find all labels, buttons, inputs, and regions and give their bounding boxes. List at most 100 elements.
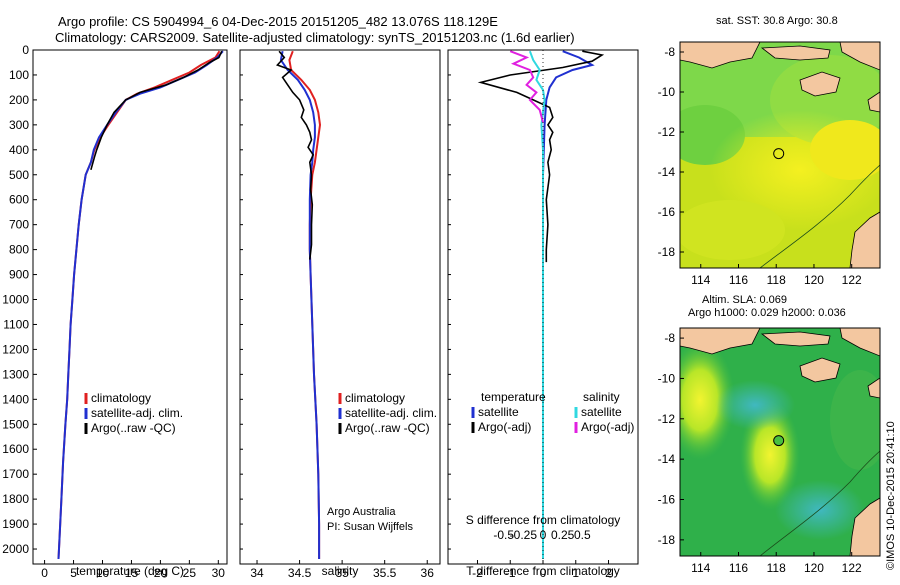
s-tick-label: -0.25 xyxy=(510,528,538,542)
depth-tick-label: 0 xyxy=(22,43,29,57)
argo-position-marker xyxy=(773,148,785,160)
lon-tick-label: 114 xyxy=(691,273,710,287)
t-legend-label: Argo(-adj) xyxy=(478,420,531,434)
lon-tick-label: 122 xyxy=(842,273,862,287)
sla-low-north xyxy=(715,380,795,430)
depth-tick-label: 1700 xyxy=(2,467,29,481)
flores-land-2 xyxy=(839,328,880,357)
s-tick-label: 0.25 xyxy=(551,528,575,542)
x-tick-label: 34.5 xyxy=(288,566,312,580)
sumbawa-land-2 xyxy=(760,331,831,347)
sla-map: 114 116 118 120 122 -8 -10 -12 -14 -16 -18 xyxy=(658,327,881,575)
timor-land-2 xyxy=(867,377,880,399)
x-tick-label: 5 xyxy=(70,566,77,580)
salinity-legend-label: climatology xyxy=(345,391,405,405)
s-difference-label: S difference from climatology xyxy=(466,513,621,527)
x-tick-label: 35 xyxy=(335,566,349,580)
depth-tick-label: 1000 xyxy=(2,293,29,307)
lat-tick-label: -12 xyxy=(658,412,676,426)
temperature-legend-label: satellite-adj. clim. xyxy=(91,406,183,420)
depth-tick-label: 200 xyxy=(9,93,29,107)
lon-tick-label: 118 xyxy=(767,561,786,575)
depth-tick-label: 300 xyxy=(9,118,29,132)
australia-land xyxy=(849,211,880,268)
series-line-t-argo xyxy=(477,50,605,263)
x-tick-label: 25 xyxy=(183,566,197,580)
argo-australia-note: Argo Australia xyxy=(327,506,396,518)
salinity-frame xyxy=(239,49,441,565)
sumbawa-land xyxy=(760,45,831,61)
depth-tick-label: 2000 xyxy=(2,542,29,556)
s-tick-label: -0.5 xyxy=(493,528,514,542)
sla-east-patch xyxy=(830,370,880,470)
lat-tick-label: -16 xyxy=(658,205,676,219)
lon-tick-label: 120 xyxy=(804,273,824,287)
lat-tick-label: -18 xyxy=(658,245,676,259)
depth-tick-label: 700 xyxy=(9,218,29,232)
lon-tick-label: 120 xyxy=(804,561,824,575)
difference-panel: -2 -1 0 1 2T difference from climatology -0.5… xyxy=(447,49,639,580)
sla-map-title-line2: Argo h1000: 0.029 h2000: 0.036 xyxy=(688,307,846,319)
pi-note: PI: Susan Wijffels xyxy=(327,521,413,533)
x-tick-label: 36 xyxy=(421,566,435,580)
argo-position-marker-2 xyxy=(773,435,785,447)
salinity-panel: 34 34.5 35 35.5 36 salinity climatologysatelli… xyxy=(239,49,441,580)
sla-low-south xyxy=(775,480,865,540)
temperature-xlabel: temperature (deg C) xyxy=(76,564,184,578)
sst-south-patch xyxy=(680,200,785,260)
temperature-legend-label: climatology xyxy=(91,391,151,405)
x-tick-label: -1 xyxy=(505,566,516,580)
lat-tick-label: -18 xyxy=(658,533,676,547)
salinity-legend-label: satellite-adj. clim. xyxy=(345,406,437,420)
depth-tick-label: 1500 xyxy=(2,417,29,431)
flores-land xyxy=(839,42,880,71)
depth-tick-label: 800 xyxy=(9,243,29,257)
sla-high-west xyxy=(680,340,735,460)
x-tick-label: 0 xyxy=(540,566,547,580)
lat-tick-label: -14 xyxy=(658,165,676,179)
x-tick-label: 1 xyxy=(572,566,579,580)
series-line-s-argo xyxy=(509,50,544,123)
depth-tick-label: 600 xyxy=(9,193,29,207)
x-tick-label: 2 xyxy=(605,566,612,580)
lat-tick-label: -10 xyxy=(658,371,676,385)
shelf-contour xyxy=(759,164,880,268)
depth-tick-label: 1100 xyxy=(3,317,29,331)
sla-map-frame xyxy=(679,327,881,557)
depth-tick-label: 1800 xyxy=(2,492,29,506)
lat-tick-label: -8 xyxy=(664,45,675,59)
lon-tick-label: 118 xyxy=(767,273,786,287)
imos-timestamp: ©IMOS 10-Dec-2015 20:41:10 xyxy=(885,421,897,570)
sst-map-field xyxy=(680,42,880,268)
shelf-contour-2 xyxy=(759,450,880,556)
x-tick-label: 10 xyxy=(96,566,110,580)
temperature-series xyxy=(57,50,224,560)
depth-tick-label: 100 xyxy=(9,68,29,82)
x-tick-label: 35.5 xyxy=(373,566,397,580)
lon-tick-label: 116 xyxy=(729,273,748,287)
lon-tick-label: 114 xyxy=(691,561,710,575)
t-legend-title: temperature xyxy=(481,390,546,404)
java-land-2 xyxy=(680,328,761,355)
sst-warm-patch xyxy=(810,120,880,180)
depth-tick-label: 400 xyxy=(9,143,29,157)
s-tick-label: 0 xyxy=(540,528,547,542)
timor-land xyxy=(867,91,880,113)
australia-land-2 xyxy=(849,497,880,556)
sst-map-axes: 114 116 118 120 122 -8 -10 -12 -14 -16 -18 xyxy=(658,45,862,287)
lat-tick-label: -10 xyxy=(658,85,676,99)
x-tick-label: -2 xyxy=(472,566,483,580)
depth-tick-label: 1300 xyxy=(2,367,29,381)
series-line-argo xyxy=(90,50,223,171)
depth-tick-label: 500 xyxy=(9,168,29,182)
temperature-panel: 0100200300400500600700800900100011001200… xyxy=(2,43,228,580)
difference-xlabel: T difference from climatology xyxy=(466,564,620,578)
t-legend-label: satellite xyxy=(478,405,519,419)
lon-tick-label: 116 xyxy=(729,561,748,575)
depth-tick-label: 1600 xyxy=(2,442,29,456)
s-legend-title: salinity xyxy=(583,390,620,404)
lat-tick-label: -12 xyxy=(658,125,676,139)
salinity-legend-label: Argo(..raw -QC) xyxy=(345,421,430,435)
